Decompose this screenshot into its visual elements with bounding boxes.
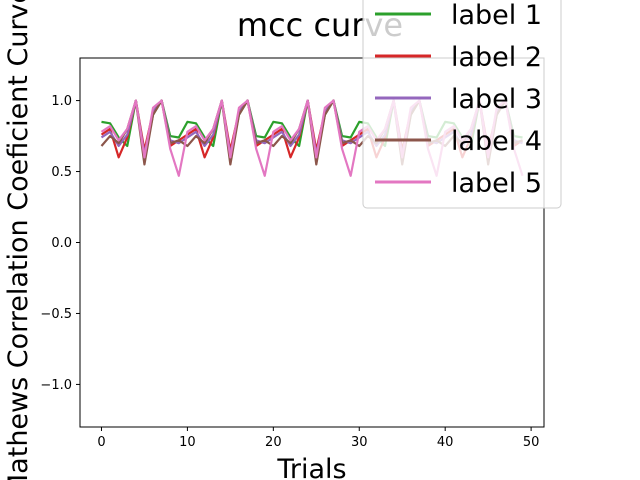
- x-tick-label: 20: [265, 435, 282, 450]
- x-tick-label: 30: [351, 435, 368, 450]
- legend-label: label 5: [451, 168, 542, 199]
- y-tick-label: 1.0: [51, 94, 72, 109]
- legend-box: [362, 0, 562, 209]
- x-axis-label: Trials: [276, 454, 346, 480]
- y-tick-label: −0.5: [40, 307, 72, 322]
- x-axis: 0 10 20 30 40 50: [97, 427, 539, 450]
- y-tick-label: 0.5: [51, 165, 72, 180]
- legend-label: label 3: [451, 84, 542, 115]
- x-tick-label: 10: [179, 435, 196, 450]
- legend-label: label 2: [451, 42, 542, 73]
- y-axis: −1.0 −0.5 0.0 0.5 1.0: [40, 94, 80, 393]
- legend-label: label 1: [451, 0, 542, 31]
- x-tick-label: 50: [523, 435, 540, 450]
- legend: label 1 label 2 label 3 label 4 label 5: [362, 0, 562, 209]
- legend-label: label 4: [451, 126, 542, 157]
- x-tick-label: 40: [437, 435, 454, 450]
- y-tick-label: 0.0: [51, 236, 72, 251]
- x-tick-label: 0: [97, 435, 105, 450]
- y-axis-label: Mathews Correlation Coeficient Curve: [3, 0, 34, 480]
- y-tick-label: −1.0: [40, 378, 72, 393]
